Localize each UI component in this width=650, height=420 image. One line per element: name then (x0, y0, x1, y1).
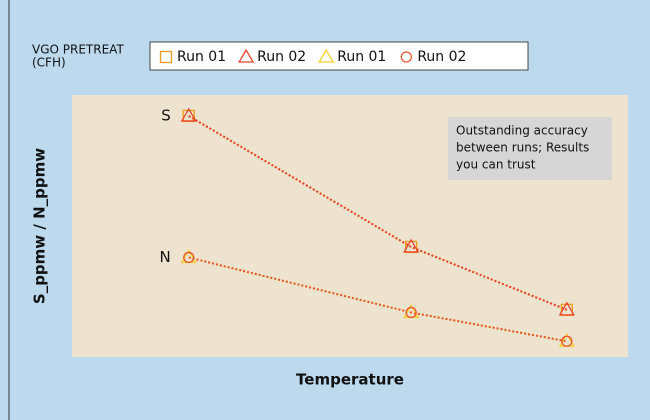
legend-label: Run 02 (257, 49, 306, 65)
legend-label: Run 02 (417, 49, 466, 65)
x-axis-label: Temperature (296, 371, 404, 389)
legend (149, 41, 529, 71)
point-label: S (161, 106, 171, 124)
point-label: N (160, 248, 171, 266)
marker (183, 251, 195, 264)
annotation: between runs; Results (456, 141, 589, 155)
y-axis-label: S_ppmw / N_ppmw (31, 148, 49, 304)
annotation-box (448, 117, 612, 180)
marker (558, 301, 575, 316)
marker (403, 238, 420, 253)
marker (159, 50, 173, 64)
legend-label: Run 01 (337, 49, 386, 65)
legend-label: Run 01 (177, 49, 226, 65)
marker (237, 48, 255, 63)
legend-title: VGO PRETREAT (32, 43, 124, 57)
marker (561, 335, 573, 347)
annotation: you can trust (456, 158, 536, 172)
marker (180, 107, 197, 122)
series-line (188, 256, 568, 343)
marker (318, 48, 335, 63)
annotation: Outstanding accuracy (456, 124, 588, 138)
legend-title: (CFH) (32, 56, 66, 70)
marker (405, 306, 417, 319)
marker (400, 51, 412, 63)
